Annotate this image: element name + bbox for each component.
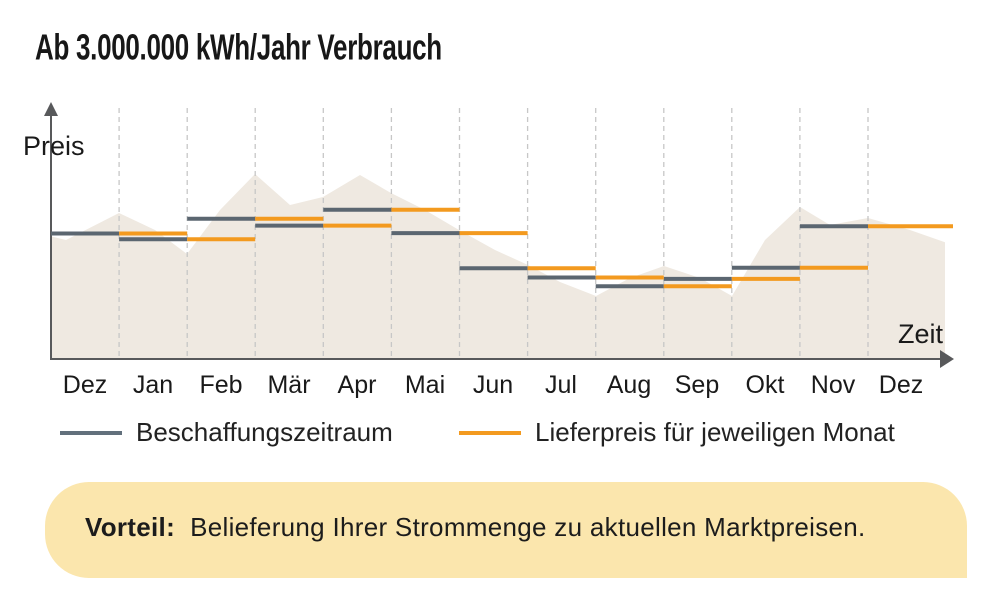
svg-text:Dez: Dez bbox=[63, 371, 107, 399]
svg-text:Nov: Nov bbox=[811, 371, 856, 399]
svg-text:Feb: Feb bbox=[199, 371, 242, 399]
svg-text:Sep: Sep bbox=[675, 371, 719, 399]
svg-text:Jul: Jul bbox=[545, 371, 577, 399]
svg-text:Mai: Mai bbox=[405, 371, 445, 399]
svg-text:Jan: Jan bbox=[133, 371, 173, 399]
svg-text:Jun: Jun bbox=[473, 371, 513, 399]
svg-text:Apr: Apr bbox=[338, 371, 377, 399]
svg-text:Mär: Mär bbox=[267, 371, 310, 399]
svg-text:Dez: Dez bbox=[879, 371, 923, 399]
svg-text:Preis: Preis bbox=[23, 131, 85, 161]
svg-text:Aug: Aug bbox=[607, 371, 651, 399]
svg-text:Okt: Okt bbox=[746, 371, 785, 399]
svg-text:Zeit: Zeit bbox=[898, 319, 944, 349]
